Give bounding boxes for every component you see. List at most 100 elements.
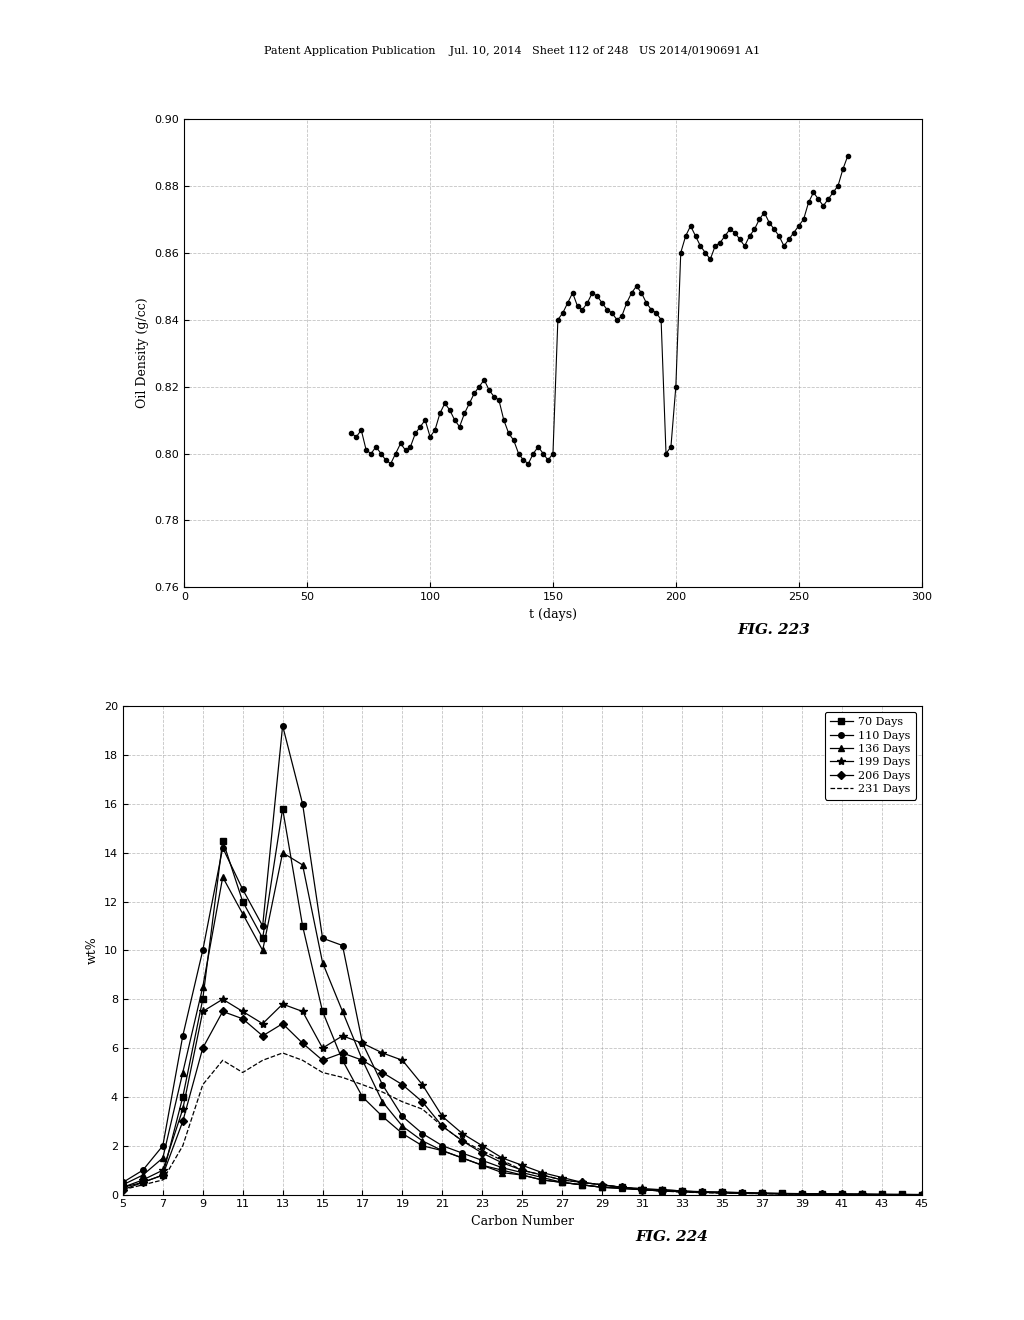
70 Days (676, 1183, 688, 1199)
Legend: 70 Days, 110 Days, 136 Days, 199 Days, 206 Days, 231 Days: 70 Days, 110 Days, 136 Days, 199 Days, 2… (824, 711, 916, 800)
70 Days (257, 931, 269, 946)
70 Days (537, 1172, 549, 1188)
199 Days (575, 1175, 588, 1191)
Text: FIG. 224: FIG. 224 (635, 1230, 708, 1245)
231 Days (676, 1184, 688, 1200)
136 Days (575, 1177, 588, 1193)
231 Days (596, 1177, 608, 1193)
110 Days (895, 1187, 908, 1203)
206 Days (457, 1133, 469, 1148)
136 Days (457, 1150, 469, 1166)
231 Days (137, 1177, 150, 1193)
231 Days (915, 1187, 928, 1203)
70 Days (616, 1179, 629, 1195)
110 Days (497, 1160, 509, 1176)
231 Days (636, 1181, 648, 1197)
110 Days (516, 1164, 528, 1180)
136 Days (836, 1187, 848, 1203)
136 Days (117, 1177, 129, 1193)
206 Days (596, 1177, 608, 1193)
110 Days (796, 1185, 808, 1201)
70 Days (816, 1185, 828, 1201)
70 Days (197, 991, 209, 1007)
Line: 136 Days: 136 Days (120, 849, 925, 1199)
70 Days (636, 1181, 648, 1197)
199 Days (177, 1101, 189, 1117)
110 Days (856, 1187, 868, 1203)
231 Days (876, 1187, 888, 1203)
199 Days (137, 1172, 150, 1188)
206 Days (297, 1035, 309, 1051)
136 Days (257, 942, 269, 958)
110 Days (457, 1146, 469, 1162)
206 Days (915, 1187, 928, 1203)
231 Days (457, 1133, 469, 1148)
199 Days (217, 991, 229, 1007)
199 Days (157, 1163, 169, 1179)
199 Days (297, 1003, 309, 1019)
70 Days (895, 1187, 908, 1203)
231 Days (776, 1185, 788, 1201)
231 Days (696, 1185, 709, 1201)
231 Days (895, 1187, 908, 1203)
70 Days (457, 1150, 469, 1166)
199 Days (736, 1185, 749, 1201)
231 Days (436, 1118, 449, 1134)
110 Days (596, 1179, 608, 1195)
199 Days (276, 997, 289, 1012)
136 Days (856, 1187, 868, 1203)
110 Days (157, 1138, 169, 1154)
110 Days (476, 1152, 488, 1168)
110 Days (257, 919, 269, 935)
199 Days (117, 1179, 129, 1195)
199 Days (756, 1185, 768, 1201)
206 Days (396, 1077, 409, 1093)
136 Days (336, 1003, 348, 1019)
199 Days (476, 1138, 488, 1154)
70 Days (396, 1126, 409, 1142)
231 Days (497, 1152, 509, 1168)
70 Days (417, 1138, 429, 1154)
110 Days (915, 1187, 928, 1203)
231 Days (157, 1172, 169, 1188)
70 Days (117, 1179, 129, 1195)
136 Days (796, 1185, 808, 1201)
110 Days (276, 718, 289, 734)
199 Days (436, 1109, 449, 1125)
136 Days (876, 1187, 888, 1203)
70 Days (736, 1185, 749, 1201)
231 Days (856, 1187, 868, 1203)
70 Days (716, 1184, 728, 1200)
199 Days (537, 1164, 549, 1180)
199 Days (776, 1185, 788, 1201)
206 Days (716, 1185, 728, 1201)
231 Days (177, 1138, 189, 1154)
136 Days (177, 1064, 189, 1080)
206 Days (696, 1184, 709, 1200)
70 Days (377, 1109, 389, 1125)
X-axis label: t (days): t (days) (529, 607, 577, 620)
136 Days (476, 1158, 488, 1173)
70 Days (856, 1187, 868, 1203)
136 Days (596, 1179, 608, 1195)
X-axis label: Carbon Number: Carbon Number (471, 1214, 573, 1228)
136 Days (316, 954, 329, 970)
206 Days (316, 1052, 329, 1068)
199 Days (816, 1187, 828, 1203)
136 Days (756, 1185, 768, 1201)
206 Days (117, 1181, 129, 1197)
110 Days (217, 840, 229, 855)
136 Days (696, 1184, 709, 1200)
206 Days (836, 1187, 848, 1203)
110 Days (396, 1109, 409, 1125)
70 Days (575, 1177, 588, 1193)
70 Days (836, 1187, 848, 1203)
110 Days (297, 796, 309, 812)
Y-axis label: Oil Density (g/cc): Oil Density (g/cc) (136, 298, 150, 408)
199 Days (257, 1016, 269, 1032)
70 Days (696, 1184, 709, 1200)
206 Days (257, 1028, 269, 1044)
231 Days (756, 1185, 768, 1201)
110 Days (137, 1163, 150, 1179)
136 Days (157, 1150, 169, 1166)
